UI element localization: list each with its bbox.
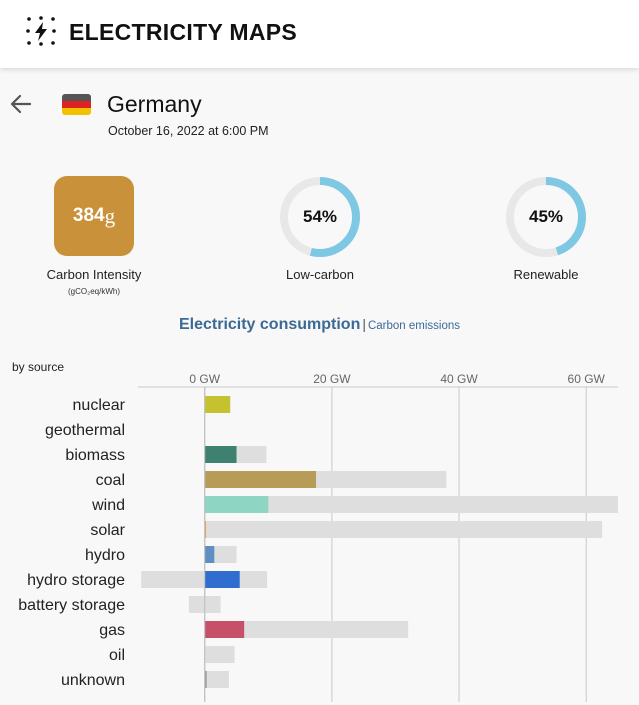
source-label: hydro storage (27, 572, 125, 589)
source-label: wind (91, 497, 125, 514)
capacity-bar (204, 671, 229, 688)
electricity-maps-logo-icon[interactable] (26, 16, 56, 46)
app-title[interactable]: ELECTRICITY MAPS (69, 19, 298, 45)
renewable-value: 45% (528, 207, 564, 226)
x-tick-label: 60 GW (568, 372, 606, 386)
germany-flag-icon (62, 94, 91, 115)
back-arrow-icon[interactable] (8, 91, 34, 117)
capacity-bar (204, 496, 618, 513)
carbon-intensity-value: 384 (72, 205, 105, 226)
gauge-fill (280, 177, 360, 257)
source-label: coal (96, 472, 125, 489)
source-label: geothermal (45, 422, 125, 439)
top-bar: ELECTRICITY MAPS (0, 0, 639, 68)
source-label: battery storage (18, 597, 125, 614)
tab-separator: | (362, 316, 366, 332)
capacity-bar (204, 621, 409, 638)
renewable-label: Renewable (513, 267, 579, 282)
source-label: nuclear (73, 397, 126, 414)
capacity-bar (204, 646, 235, 663)
production-bar (204, 446, 237, 463)
production-bar (204, 471, 317, 488)
x-tick-label: 40 GW (440, 372, 478, 386)
source-label: solar (90, 522, 125, 539)
capacity-bar (204, 521, 603, 538)
source-label: hydro (85, 547, 125, 564)
capacity-bar (204, 596, 221, 613)
production-bar (204, 521, 207, 538)
carbon-intensity-badge: 384 g (54, 176, 134, 256)
production-bar (204, 396, 231, 413)
low-carbon-value: 54% (302, 207, 338, 226)
storage-capacity-bar (188, 596, 205, 613)
carbon-intensity-label: Carbon Intensity (46, 267, 142, 282)
source-label: gas (99, 622, 125, 639)
carbon-intensity-sublabel: (gCO₂eq/kWh) (67, 287, 120, 296)
storage-capacity-bar (141, 571, 205, 588)
production-bar (204, 496, 269, 513)
renewable-gauge: 45% (504, 175, 588, 259)
production-bar (204, 671, 207, 688)
consumption-chart: 0 GW 20 GW 40 GW 60 GW nuclear geothermal biom… (18, 372, 618, 702)
section-title: Electricity consumption | Carbon emissions (0, 316, 639, 334)
x-tick-label: 0 GW (189, 372, 220, 386)
source-label: biomass (65, 447, 125, 464)
production-bar (204, 621, 245, 638)
zone-name: Germany (107, 91, 202, 117)
carbon-emissions-tab[interactable]: Carbon emissions (367, 320, 461, 332)
production-bar (204, 546, 215, 563)
source-label: oil (109, 647, 125, 664)
source-label: unknown (61, 672, 125, 689)
low-carbon-gauge: 54% (278, 175, 362, 259)
by-source-label: by source (12, 360, 65, 374)
low-carbon-label: Low-carbon (286, 267, 354, 282)
electricity-consumption-tab[interactable]: Electricity consumption (178, 316, 361, 333)
timestamp: October 16, 2022 at 6:00 PM (108, 124, 269, 138)
gauge-fill (506, 177, 586, 257)
production-bar (204, 571, 240, 588)
x-tick-label: 20 GW (313, 372, 351, 386)
carbon-intensity-unit: g (104, 203, 116, 228)
